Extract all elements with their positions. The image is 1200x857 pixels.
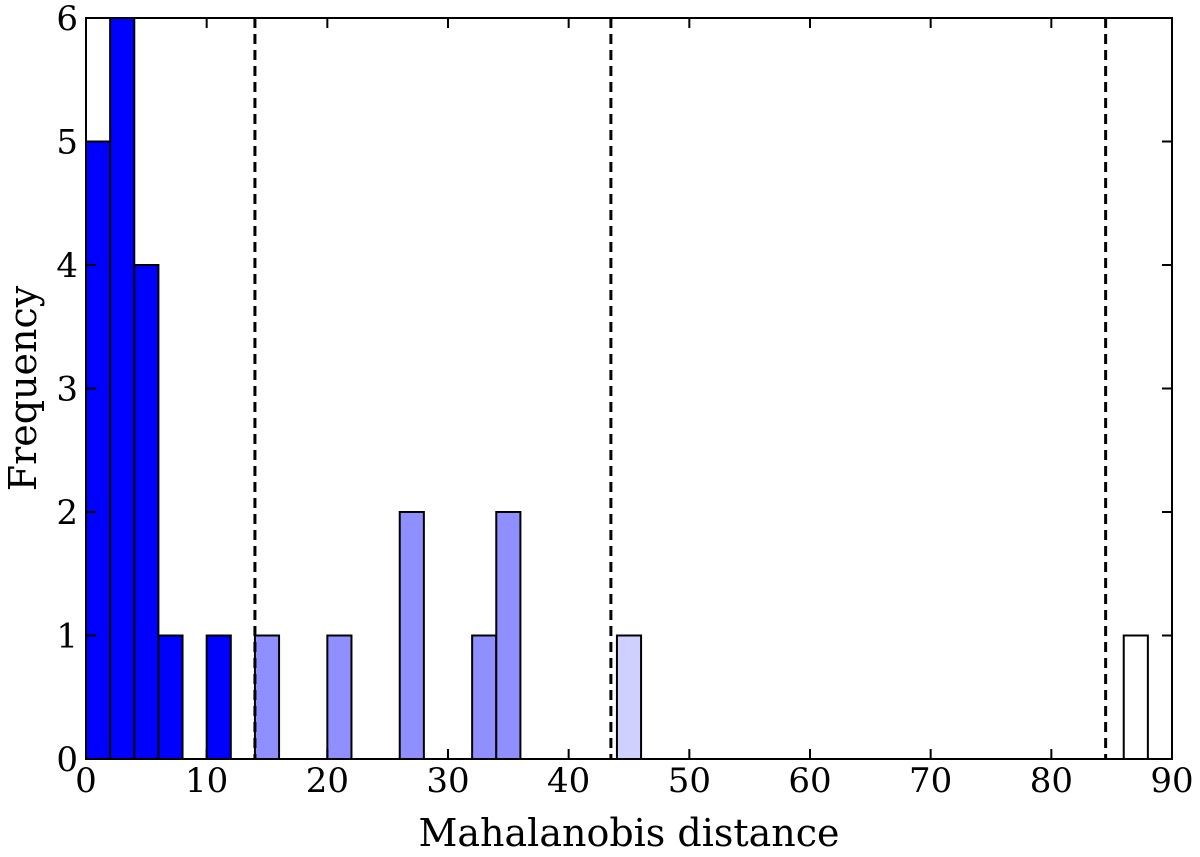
x-tick-label-2: 20	[306, 761, 349, 801]
y-tick-label-5: 5	[56, 123, 78, 163]
x-tick-label-7: 70	[909, 761, 952, 801]
histogram-bar-9	[495, 511, 522, 760]
histogram-bar-5	[253, 634, 281, 760]
x-tick-label-3: 30	[426, 761, 469, 801]
x-tick-labels: 0 10 20 30 40 50 60 70 80 90	[75, 761, 1193, 801]
x-tick-label-6: 60	[788, 761, 831, 801]
histogram-bar-2	[133, 264, 160, 760]
histogram-bar-7	[398, 511, 425, 760]
histogram-bar-0	[85, 140, 112, 760]
x-axis-label: Mahalanobis distance	[418, 811, 839, 855]
x-tick-label-8: 80	[1030, 761, 1073, 801]
x-tick-label-0: 0	[75, 761, 97, 801]
axis-ticks	[85, 17, 1173, 760]
histogram-bar-6	[326, 634, 353, 760]
histogram-bars	[85, 17, 1149, 760]
y-tick-label-6: 6	[56, 0, 78, 39]
x-tick-label-9: 90	[1150, 761, 1193, 801]
x-tick-label-4: 40	[547, 761, 590, 801]
y-tick-label-1: 1	[56, 617, 78, 657]
histogram-bar-10	[615, 634, 643, 760]
y-tick-labels: 0 1 2 3 4 5 6	[56, 0, 78, 780]
histogram-bar-1	[109, 17, 136, 760]
y-tick-label-0: 0	[56, 740, 78, 780]
histogram-bar-11	[1122, 634, 1149, 760]
y-tick-label-3: 3	[56, 370, 78, 410]
y-tick-label-2: 2	[56, 493, 78, 533]
y-tick-label-4: 4	[56, 246, 78, 286]
x-tick-label-5: 50	[668, 761, 711, 801]
threshold-lines	[253, 18, 1108, 759]
histogram-bar-3	[157, 634, 184, 760]
y-axis-label: Frequency	[1, 285, 45, 491]
x-tick-label-1: 10	[185, 761, 228, 801]
histogram-bar-8	[471, 634, 498, 760]
histogram-bar-4	[205, 634, 232, 760]
